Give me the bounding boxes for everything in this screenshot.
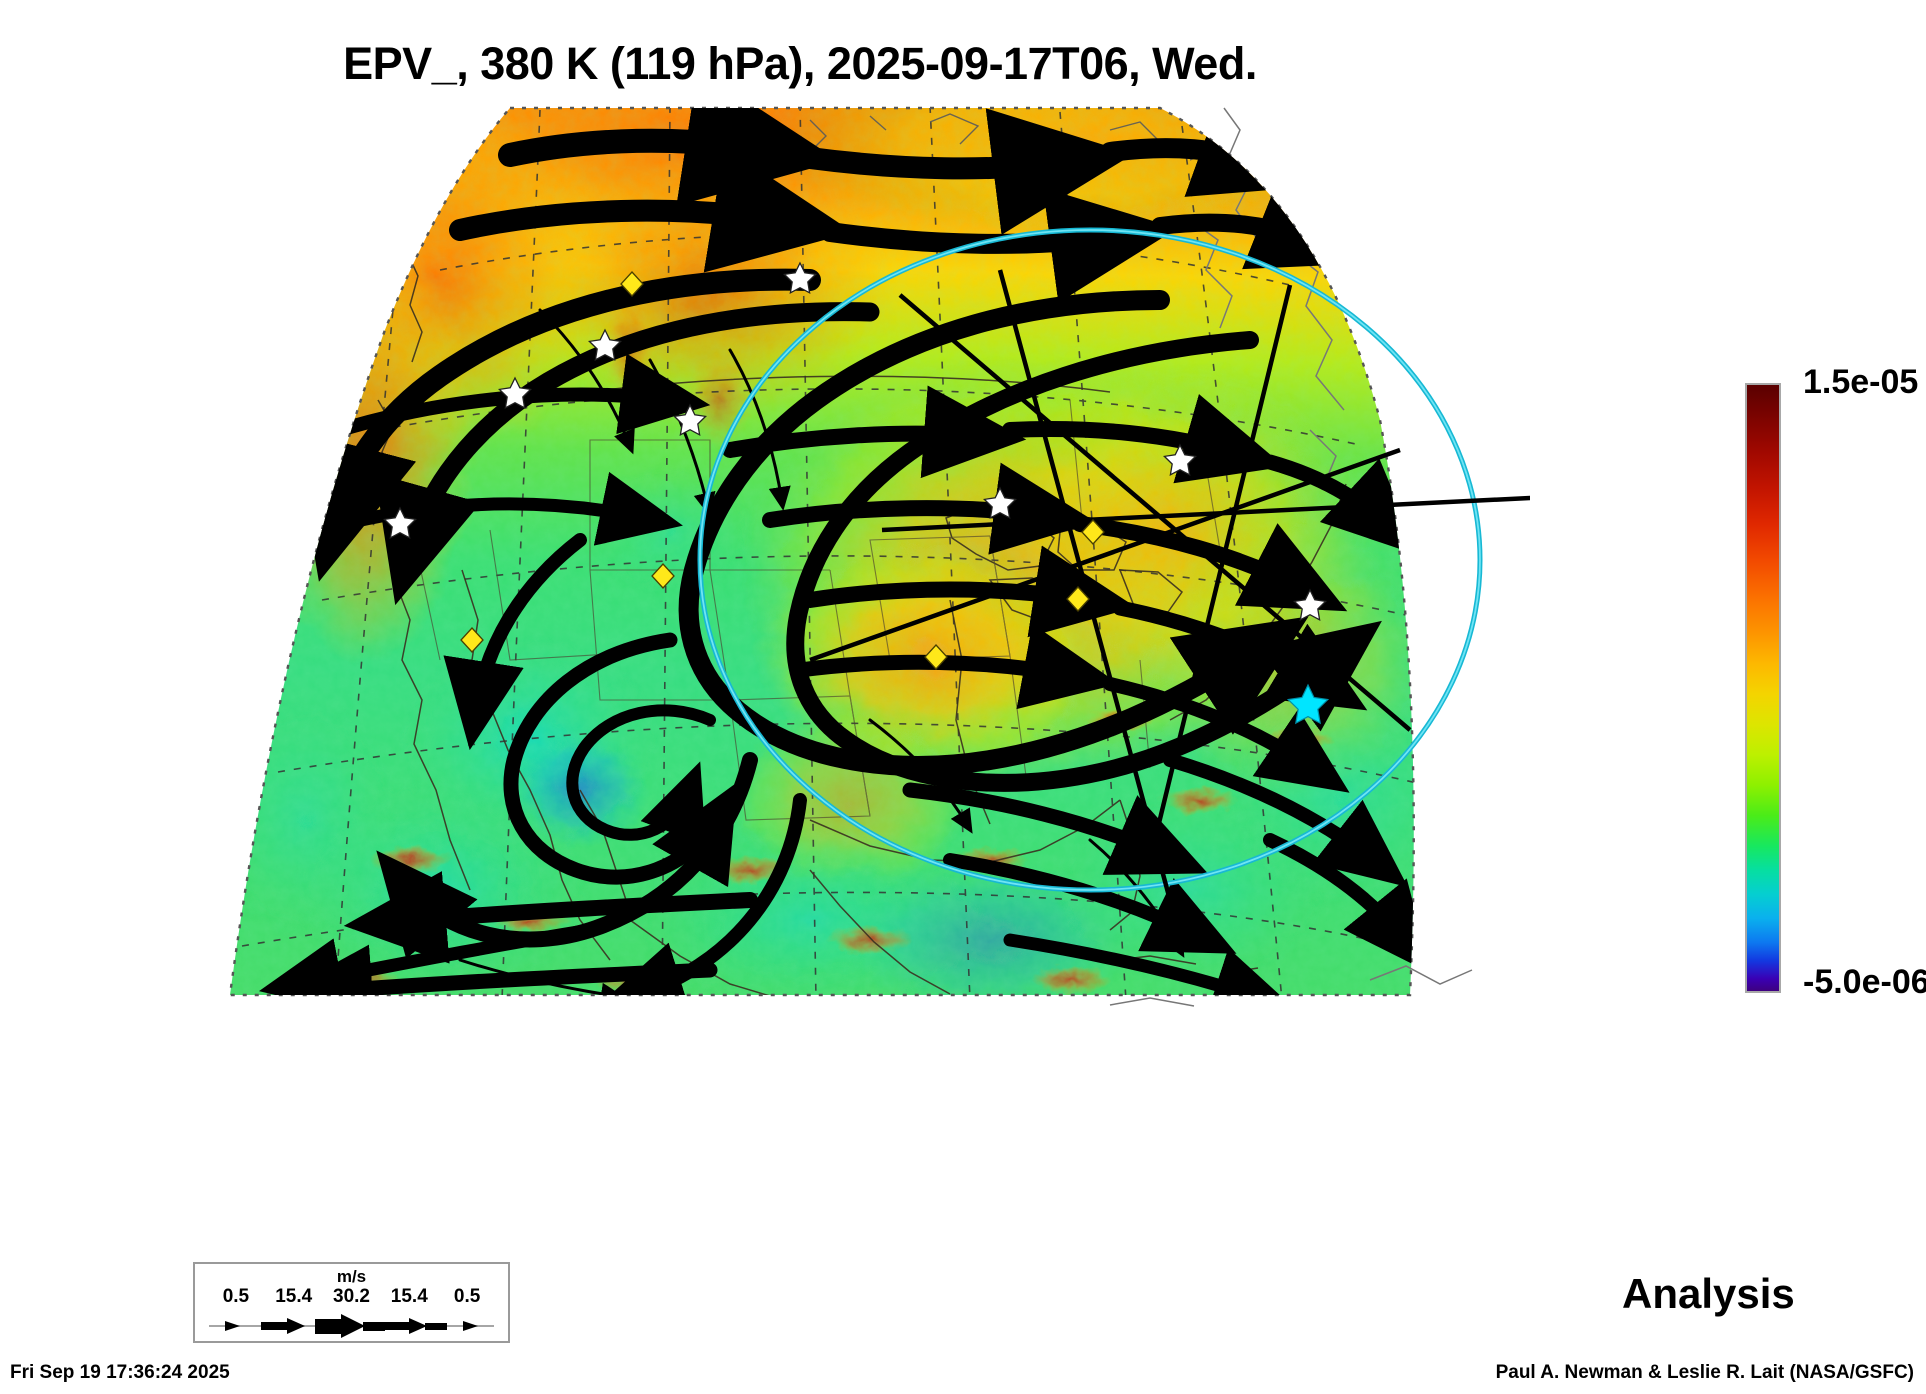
site-markers[interactable] xyxy=(383,261,1330,725)
analysis-label: Analysis xyxy=(1622,1270,1795,1317)
wind-legend-value-5: 0.5 xyxy=(453,1286,481,1307)
colorbar: 1.5e-05 -5.0e-06 xyxy=(1745,363,1926,1003)
wind-legend-value-3: 30.2 xyxy=(333,1286,370,1307)
colorbar-max-label: 1.5e-05 xyxy=(1803,363,1919,401)
station-star-marker xyxy=(383,261,1327,621)
wind-legend-values: 0.5 15.4 30.2 15.4 0.5 xyxy=(195,1286,508,1308)
range-ring xyxy=(697,227,1483,893)
site-diamond-marker xyxy=(460,271,1105,670)
transect-lines xyxy=(809,269,1530,901)
wind-legend-unit-label: m/s xyxy=(336,1267,367,1286)
wind-legend-value-1: 0.5 xyxy=(222,1286,250,1307)
colorbar-min-label: -5.0e-06 xyxy=(1803,963,1926,1001)
footer-credit: Paul A. Newman & Leslie R. Lait (NASA/GS… xyxy=(1495,1362,1914,1383)
center-star-marker xyxy=(1286,683,1330,725)
footer-timestamp: Fri Sep 19 17:36:24 2025 xyxy=(10,1362,230,1383)
colorbar-gradient xyxy=(1745,383,1781,993)
map-panel[interactable] xyxy=(110,100,1530,1030)
wind-scale-legend: m/s 0.5 15.4 30.2 15.4 0.5 xyxy=(193,1262,510,1343)
epv-map[interactable] xyxy=(110,100,1530,1030)
page-title: EPV_, 380 K (119 hPa), 2025-09-17T06, We… xyxy=(343,38,1257,89)
wind-legend-value-2: 15.4 xyxy=(275,1286,313,1307)
wind-legend-value-4: 15.4 xyxy=(390,1286,428,1307)
wind-streamlines xyxy=(258,108,1414,995)
wind-legend-arrow-icons xyxy=(209,1314,494,1338)
map-boundary xyxy=(228,106,1415,997)
